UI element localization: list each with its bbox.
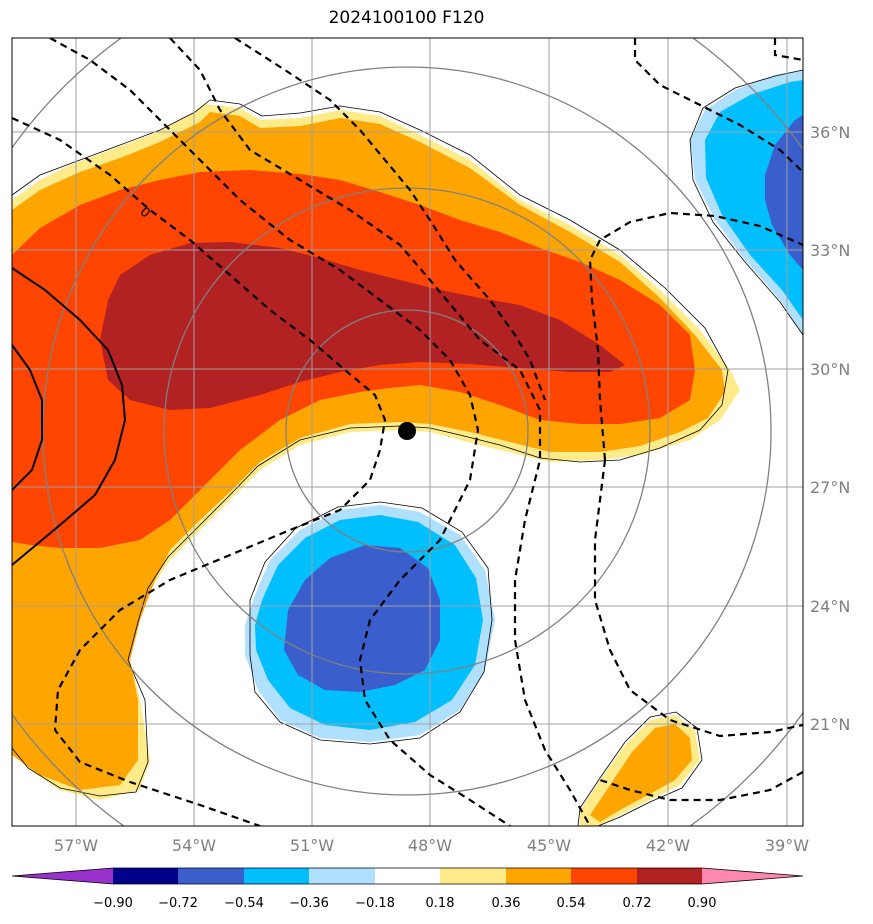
gridlines [12,38,803,826]
colorbar: −0.90 −0.72 −0.54 −0.36 −0.18 0.18 0.36 … [11,867,804,911]
lon-label-51w: 51°W [290,836,334,855]
colorbar-tick-label: −0.54 [224,896,264,911]
solid-contour [12,267,127,566]
colorbar-bin-6 [440,868,506,884]
lon-label-45w: 45°W [527,836,571,855]
colorbar-tick-label: −0.90 [93,896,133,911]
thin-contour-se [577,711,703,826]
colorbar-bin-4 [309,868,375,884]
lat-label-24n: 24°N [810,597,850,616]
lon-label-39w: 39°W [765,836,809,855]
colorbar-tick-label: −0.18 [355,896,395,911]
colorbar-bin-3 [244,868,309,884]
lon-label-54w: 54°W [172,836,216,855]
warm-anomaly-se-orange [590,724,692,822]
cold-anomaly-royal-blue [284,545,440,692]
colorbar-tick-label: −0.36 [289,896,329,911]
colorbar-tick-label: 0.54 [557,896,586,911]
longitude-labels: 57°W 54°W 51°W 48°W 45°W 42°W 39°W [54,836,809,855]
cold-anomaly-ne-cyan [705,80,803,320]
lat-label-30n: 30°N [810,360,850,379]
colorbar-tick-label: 0.36 [492,896,521,911]
lat-label-27n: 27°N [810,478,850,497]
colorbar-bin-2 [178,868,244,884]
colorbar-bin-9 [637,868,702,884]
cold-anomaly-ne-royal-blue [765,115,803,270]
colorbar-extend-low [12,868,113,884]
map-frame [11,37,804,827]
solid-contour-inner [12,344,43,491]
lat-label-33n: 33°N [810,241,850,260]
colorbar-tick-label: −0.72 [158,896,198,911]
latitude-labels: 36°N 33°N 30°N 27°N 24°N 21°N [810,123,850,734]
storm-center-marker [398,422,416,440]
thin-contour-cold [249,501,493,745]
plot-title: 2024100100 F120 [328,8,485,28]
colorbar-tick-label: 0.18 [426,896,455,911]
colorbar-bin-7 [506,868,571,884]
colorbar-tick-label: 0.90 [688,896,717,911]
lat-label-21n: 21°N [810,715,850,734]
colorbar-outline [11,867,804,885]
colorbar-tick-label: 0.72 [623,896,652,911]
dashed-contours [12,38,803,826]
lon-label-48w: 48°W [408,836,452,855]
warm-anomaly-dark-red [100,242,625,410]
lon-label-42w: 42°W [646,836,690,855]
colorbar-bin-5 [375,868,440,884]
colorbar-bin-8 [571,868,637,884]
thin-contour-ne [689,69,803,336]
lon-label-57w: 57°W [54,836,98,855]
colorbar-bin-1 [113,868,178,884]
colorbar-extend-high [702,868,803,884]
thin-contour-warm [12,99,729,797]
lat-label-36n: 36°N [810,123,850,142]
